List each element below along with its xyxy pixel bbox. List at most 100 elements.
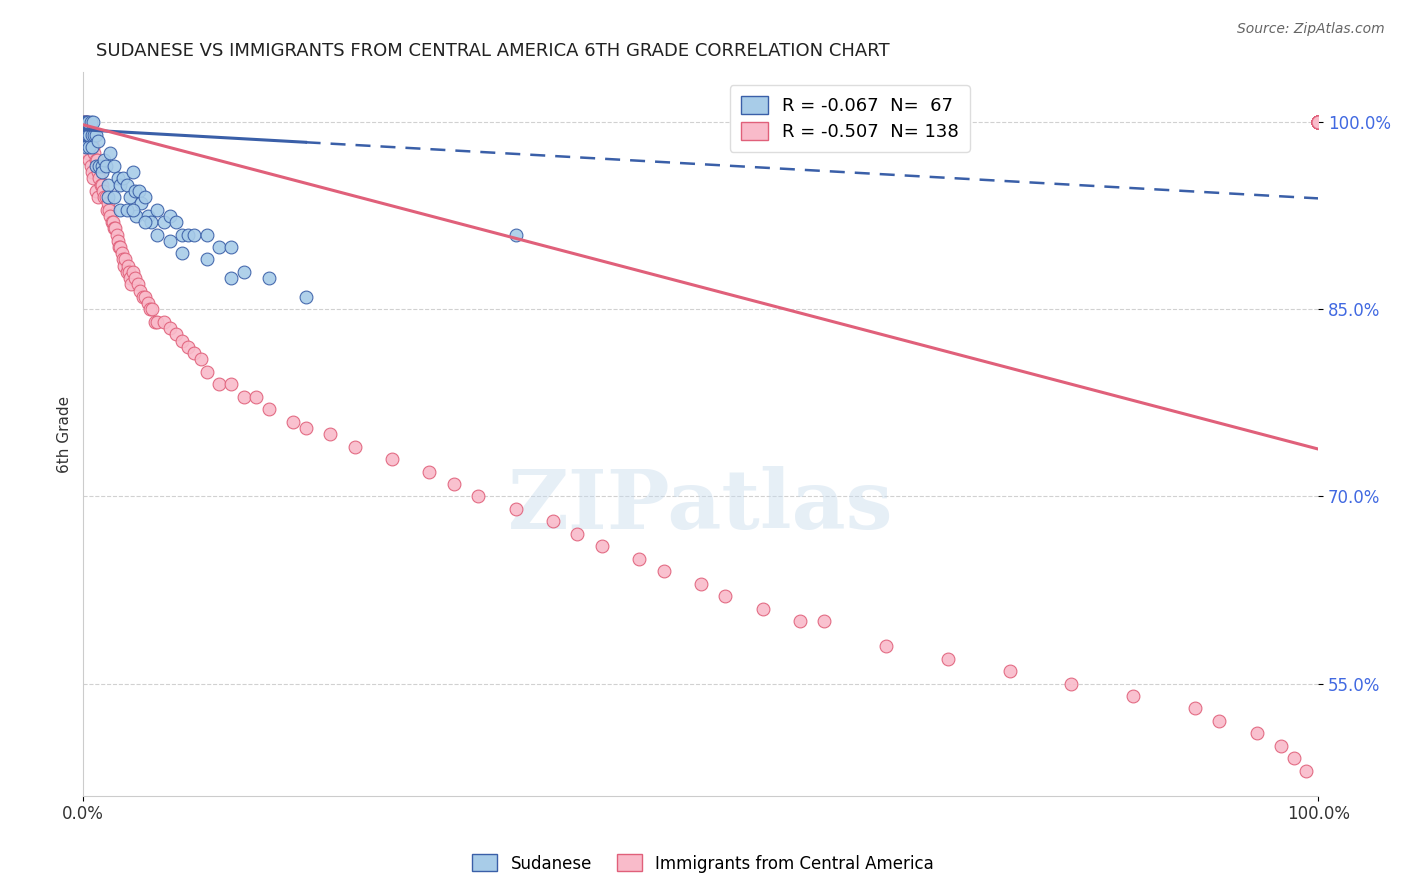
Point xyxy=(72,115,94,129)
Point xyxy=(79,121,101,136)
Point xyxy=(128,184,150,198)
Point xyxy=(467,490,489,504)
Point xyxy=(103,221,125,235)
Point xyxy=(1308,115,1330,129)
Point xyxy=(1308,115,1330,129)
Point xyxy=(115,265,138,279)
Point xyxy=(195,252,218,267)
Point xyxy=(146,202,169,217)
Point xyxy=(1308,115,1330,129)
Point xyxy=(110,202,132,217)
Point xyxy=(94,190,117,204)
Point xyxy=(84,153,107,167)
Point xyxy=(73,115,96,129)
Point xyxy=(172,227,194,242)
Point xyxy=(80,128,103,142)
Point xyxy=(875,639,897,653)
Point xyxy=(1184,701,1206,715)
Point xyxy=(136,296,159,310)
Y-axis label: 6th Grade: 6th Grade xyxy=(58,395,72,473)
Point xyxy=(100,146,122,161)
Point xyxy=(1308,115,1330,129)
Point xyxy=(77,128,100,142)
Point xyxy=(80,134,103,148)
Point xyxy=(134,290,156,304)
Point xyxy=(1308,115,1330,129)
Point xyxy=(82,115,104,129)
Point xyxy=(93,190,115,204)
Point xyxy=(1308,115,1330,129)
Point xyxy=(1308,115,1330,129)
Point xyxy=(72,128,94,142)
Point xyxy=(124,184,146,198)
Point xyxy=(159,209,181,223)
Point xyxy=(751,601,773,615)
Point xyxy=(343,440,366,454)
Point xyxy=(177,340,200,354)
Point xyxy=(83,146,105,161)
Point xyxy=(172,246,194,260)
Point xyxy=(141,215,163,229)
Point xyxy=(221,240,243,254)
Point xyxy=(1122,689,1144,703)
Point xyxy=(120,277,142,292)
Point xyxy=(75,128,97,142)
Point xyxy=(1308,115,1330,129)
Point xyxy=(108,240,131,254)
Point xyxy=(1308,115,1330,129)
Point xyxy=(114,252,136,267)
Point xyxy=(1308,115,1330,129)
Point xyxy=(117,259,139,273)
Point xyxy=(294,421,316,435)
Point xyxy=(84,159,107,173)
Point xyxy=(100,215,122,229)
Point xyxy=(1308,115,1330,129)
Point xyxy=(73,115,96,129)
Point xyxy=(294,290,316,304)
Point xyxy=(257,271,280,285)
Point xyxy=(245,390,267,404)
Point xyxy=(232,390,254,404)
Point xyxy=(1308,115,1330,129)
Point xyxy=(1308,115,1330,129)
Point xyxy=(1208,714,1230,728)
Point xyxy=(98,202,121,217)
Point xyxy=(1308,115,1330,129)
Point xyxy=(72,128,94,142)
Point xyxy=(152,215,174,229)
Point xyxy=(159,234,181,248)
Point xyxy=(505,502,527,516)
Point xyxy=(115,202,138,217)
Point xyxy=(103,190,125,204)
Point xyxy=(121,165,143,179)
Point xyxy=(84,128,107,142)
Point xyxy=(221,377,243,392)
Point xyxy=(75,140,97,154)
Point xyxy=(567,527,589,541)
Point xyxy=(257,402,280,417)
Point xyxy=(134,215,156,229)
Point xyxy=(1282,751,1305,765)
Point xyxy=(541,515,564,529)
Text: Source: ZipAtlas.com: Source: ZipAtlas.com xyxy=(1237,22,1385,37)
Point xyxy=(87,165,110,179)
Point xyxy=(1308,115,1330,129)
Point xyxy=(90,178,112,192)
Point xyxy=(789,614,811,628)
Point xyxy=(125,209,148,223)
Point xyxy=(1308,115,1330,129)
Point xyxy=(103,159,125,173)
Point xyxy=(72,115,94,129)
Point xyxy=(1308,115,1330,129)
Point xyxy=(141,302,163,317)
Point xyxy=(118,265,141,279)
Point xyxy=(628,551,651,566)
Point xyxy=(90,178,112,192)
Point xyxy=(73,128,96,142)
Point xyxy=(136,209,159,223)
Point xyxy=(165,215,187,229)
Point xyxy=(110,178,132,192)
Point xyxy=(998,664,1021,678)
Point xyxy=(1308,115,1330,129)
Point xyxy=(1295,764,1317,778)
